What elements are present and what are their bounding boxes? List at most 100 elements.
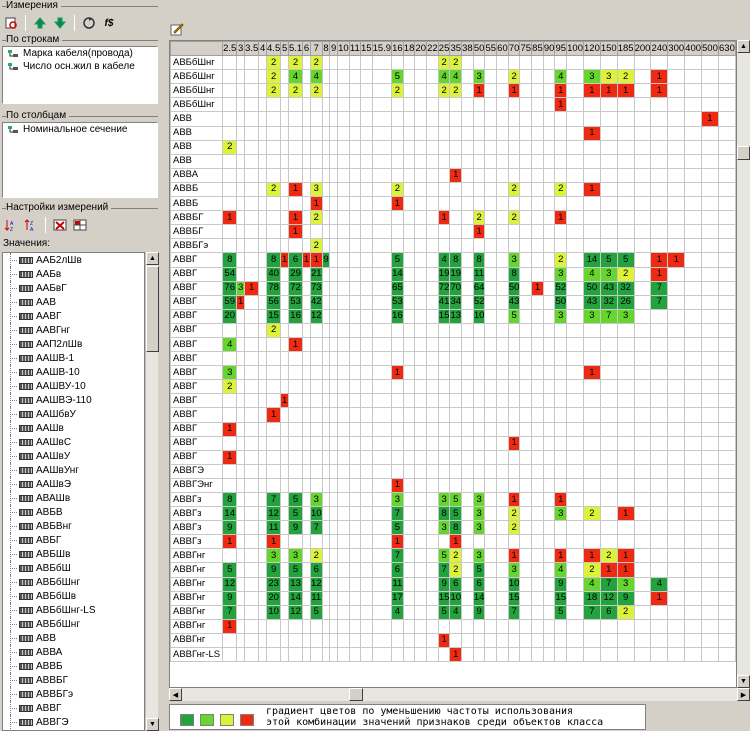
grid-cell[interactable] xyxy=(426,308,439,324)
grid-cell[interactable]: 40 xyxy=(266,266,282,282)
grid-cell[interactable] xyxy=(321,506,331,522)
grid-cell[interactable] xyxy=(222,153,238,169)
grid-cell[interactable] xyxy=(461,322,474,338)
grid-cell[interactable] xyxy=(402,534,416,550)
grid-cell[interactable] xyxy=(266,393,282,409)
grid-cell[interactable] xyxy=(309,153,323,169)
grid-cell[interactable] xyxy=(329,224,339,240)
grid-cell[interactable] xyxy=(302,520,311,536)
column-header[interactable]: 15 xyxy=(359,41,373,57)
grid-cell[interactable] xyxy=(531,322,544,338)
grid-cell[interactable] xyxy=(337,365,350,381)
grid-cell[interactable] xyxy=(348,548,361,564)
grid-cell[interactable] xyxy=(599,407,618,423)
grid-cell[interactable] xyxy=(359,308,373,324)
grid-cell[interactable] xyxy=(426,435,439,451)
grid-cell[interactable] xyxy=(258,618,267,634)
grid-cell[interactable] xyxy=(583,111,601,127)
grid-cell[interactable] xyxy=(402,449,416,465)
grid-cell[interactable] xyxy=(302,463,311,479)
grid-cell[interactable] xyxy=(329,534,339,550)
grid-cell[interactable] xyxy=(244,449,260,465)
grid-cell[interactable] xyxy=(280,435,289,451)
grid-cell[interactable] xyxy=(321,477,331,494)
grid-cell[interactable] xyxy=(717,238,736,254)
grid-cell[interactable] xyxy=(359,407,373,423)
grid-cell[interactable] xyxy=(507,477,521,494)
grid-cell[interactable] xyxy=(717,336,736,353)
grid-cell[interactable] xyxy=(337,294,350,310)
grid-cell[interactable] xyxy=(236,336,246,353)
grid-cell[interactable] xyxy=(633,647,652,663)
column-header[interactable]: 400 xyxy=(684,41,703,57)
grid-cell[interactable] xyxy=(321,69,331,85)
grid-cell[interactable] xyxy=(302,97,311,113)
grid-cell[interactable] xyxy=(236,55,246,71)
grid-cell[interactable] xyxy=(701,83,719,99)
grid-cell[interactable] xyxy=(348,351,361,367)
column-header[interactable]: 10 xyxy=(337,41,350,57)
grid-cell[interactable] xyxy=(519,477,533,494)
grid-cell[interactable] xyxy=(348,308,361,324)
grid-cell[interactable] xyxy=(321,294,331,310)
grid-cell[interactable] xyxy=(542,196,556,212)
grid-cell[interactable] xyxy=(258,520,267,536)
grid-cell[interactable] xyxy=(684,280,703,296)
grid-cell[interactable] xyxy=(484,647,498,663)
grid-cell[interactable] xyxy=(302,139,311,155)
grid-cell[interactable] xyxy=(531,534,544,550)
grid-cell[interactable] xyxy=(236,351,246,367)
grid-cell[interactable] xyxy=(484,238,498,254)
grid-cell[interactable]: 2 xyxy=(266,83,282,99)
grid-cell[interactable] xyxy=(566,618,584,634)
grid-cell[interactable] xyxy=(507,463,521,479)
grid-cell[interactable] xyxy=(371,562,393,578)
grid-cell[interactable] xyxy=(496,280,509,296)
grid-cell[interactable] xyxy=(531,83,544,99)
grid-cell[interactable] xyxy=(414,83,428,99)
grid-cell[interactable]: 1 xyxy=(391,365,404,381)
grid-cell[interactable] xyxy=(426,252,439,268)
grid-cell[interactable] xyxy=(258,379,267,395)
grid-cell[interactable] xyxy=(280,83,289,99)
grid-cell[interactable] xyxy=(371,336,393,353)
row-header[interactable]: АВВГ xyxy=(170,393,224,409)
grid-cell[interactable]: 4 xyxy=(309,69,323,85)
grid-cell[interactable] xyxy=(650,97,669,113)
grid-cell[interactable] xyxy=(616,379,635,395)
grid-cell[interactable] xyxy=(414,351,428,367)
grid-cell[interactable] xyxy=(348,139,361,155)
grid-cell[interactable] xyxy=(371,224,393,240)
grid-cell[interactable] xyxy=(426,379,439,395)
grid-cell[interactable] xyxy=(258,562,267,578)
grid-cell[interactable] xyxy=(484,393,498,409)
grid-cell[interactable] xyxy=(566,477,584,494)
grid-cell[interactable] xyxy=(244,153,260,169)
grid-cell[interactable] xyxy=(599,393,618,409)
grid-cell[interactable] xyxy=(280,322,289,338)
grid-cell[interactable] xyxy=(472,322,486,338)
row-header[interactable]: АВВГ xyxy=(170,365,224,381)
grid-cell[interactable] xyxy=(484,97,498,113)
grid-cell[interactable]: 1 xyxy=(222,421,238,437)
grid-cell[interactable] xyxy=(337,548,350,564)
row-header[interactable]: АВВГз xyxy=(170,491,224,508)
grid-cell[interactable] xyxy=(337,590,350,606)
grid-cell[interactable] xyxy=(472,618,486,634)
grid-cell[interactable] xyxy=(701,280,719,296)
grid-cell[interactable] xyxy=(684,55,703,71)
grid-cell[interactable]: 1 xyxy=(554,210,568,226)
grid-cell[interactable] xyxy=(402,379,416,395)
grid-cell[interactable] xyxy=(701,181,719,198)
grid-cell[interactable] xyxy=(359,210,373,226)
grid-cell[interactable] xyxy=(496,562,509,578)
grid-cell[interactable]: 3 xyxy=(583,308,601,324)
grid-cell[interactable] xyxy=(348,294,361,310)
grid-cell[interactable] xyxy=(236,181,246,198)
grid-cell[interactable] xyxy=(414,647,428,663)
grid-cell[interactable] xyxy=(329,393,339,409)
grid-cell[interactable] xyxy=(531,308,544,324)
grid-cell[interactable] xyxy=(302,336,311,353)
grid-cell[interactable]: 1 xyxy=(650,266,669,282)
grid-cell[interactable] xyxy=(391,55,404,71)
